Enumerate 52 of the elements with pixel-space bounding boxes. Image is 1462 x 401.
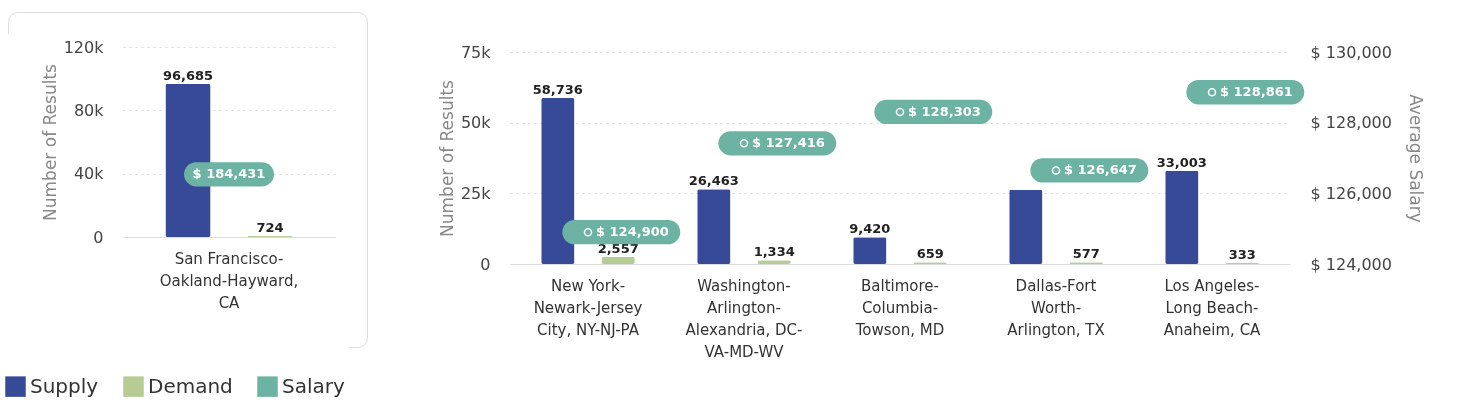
x-tick-label: Washington-Arlington-Alexandria, DC-VA-MD-WV	[685, 276, 803, 361]
legend-label: Supply	[30, 373, 99, 398]
y-tick-label: 40k	[73, 164, 105, 184]
y-tick-label: 0	[93, 227, 104, 247]
data-label: $ 128,303	[908, 103, 981, 119]
bar	[601, 256, 635, 264]
data-label: 2,557	[597, 240, 639, 256]
legend-label: Salary	[282, 373, 345, 398]
point	[1207, 87, 1217, 97]
data-label: 9,420	[849, 221, 891, 237]
data-label: 96,685	[162, 67, 214, 83]
y-tick-label: 50k	[460, 113, 492, 133]
x-tick-label: New York-Newark-Jersey City, NY-NJ-PA	[533, 276, 643, 339]
bar	[541, 97, 575, 264]
y2-tick-label: $ 126,000	[1310, 183, 1392, 203]
y2-tick-label: $ 124,000	[1310, 254, 1392, 274]
y-tick-label: 120k	[63, 37, 105, 57]
point	[739, 139, 749, 148]
data-label: 58,736	[532, 81, 583, 97]
data-label: $ 128,861	[1220, 84, 1293, 100]
x-tick-label: Dallas-Fort Worth-Arlington, TX	[1007, 276, 1105, 339]
y-tick-label: 75k	[460, 42, 492, 62]
data-label: 33,003	[1156, 154, 1207, 170]
y-axis-title: Number of Results	[39, 63, 60, 221]
y-tick-label: 80k	[73, 100, 105, 120]
bar	[1009, 189, 1043, 264]
point	[583, 227, 593, 237]
y-axis-title: Number of Results	[436, 79, 457, 237]
bar	[697, 189, 731, 264]
x-tick-label: Los Angeles-Long Beach-Anaheim, CA	[1163, 276, 1262, 339]
data-label: $ 124,900	[596, 224, 669, 240]
point	[895, 107, 905, 117]
data-label: 333	[1228, 247, 1256, 263]
x-tick-label: Baltimore-Columbia-Towson, MD	[854, 276, 945, 339]
annotation: $ 184,431	[192, 166, 266, 182]
y2-tick-label: $ 128,000	[1310, 113, 1392, 133]
data-label: 659	[916, 246, 944, 262]
data-label: 724	[256, 219, 284, 235]
data-label: 26,463	[688, 173, 739, 189]
y-tick-label: 0	[480, 254, 491, 274]
bar	[853, 237, 887, 264]
point	[1051, 166, 1061, 175]
bar	[1165, 170, 1199, 264]
data-label: 1,334	[753, 244, 795, 260]
data-label: $ 127,416	[752, 135, 825, 151]
x-tick-label: San Francisco-Oakland-Hayward, CA	[159, 249, 299, 312]
y-tick-label: 25k	[460, 183, 492, 203]
legend-label: Demand	[148, 373, 233, 398]
y2-axis-title: Average Salary	[1405, 94, 1426, 223]
data-label: 577	[1072, 246, 1100, 262]
y2-tick-label: $ 130,000	[1310, 42, 1392, 62]
data-label: $ 126,647	[1064, 162, 1137, 178]
